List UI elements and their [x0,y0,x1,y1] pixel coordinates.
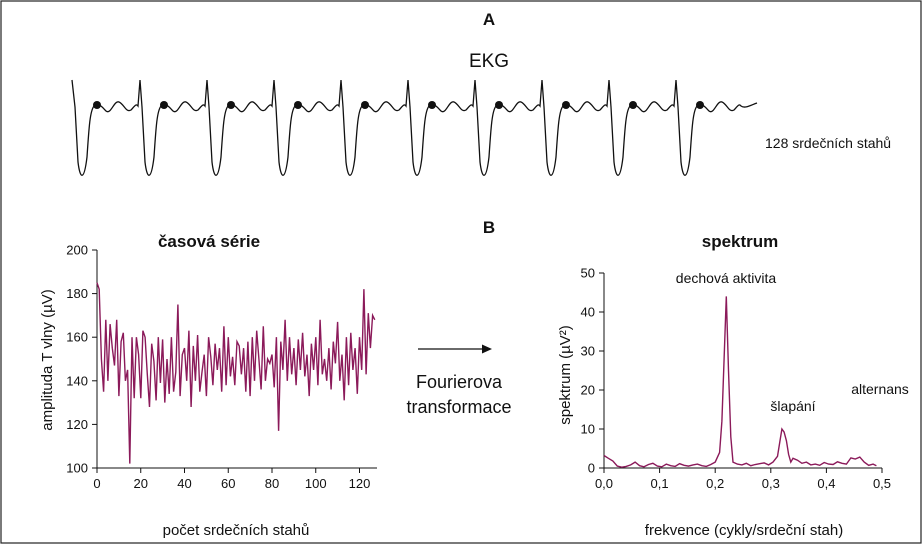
fourier-label-line2: transformace [406,397,511,417]
spec-y-tick-label: 50 [581,266,595,281]
spec-x-tick-label: 0,4 [817,476,835,491]
time-series-title: časová série [158,232,260,251]
ts-y-tick-label: 160 [66,330,88,345]
spectrum-line [603,296,877,468]
ts-x-tick-label: 40 [177,476,191,491]
spectrum-xlabel: frekvence (cykly/srdeční stah) [645,522,843,539]
ts-x-tick-label: 100 [305,476,327,491]
fourier-label-line1: Fourierova [416,372,503,392]
ts-x-tick-label: 60 [221,476,235,491]
ts-y-tick-label: 140 [66,373,88,388]
ekg-t-wave-marker [93,101,101,109]
ts-y-tick-label: 200 [66,243,88,258]
ts-x-tick-label: 80 [265,476,279,491]
spec-x-tick-label: 0,2 [706,476,724,491]
time-series-xlabel: počet srdečních stahů [163,522,310,539]
ekg-waveform [71,79,758,176]
ts-x-tick-label: 120 [349,476,371,491]
ekg-title: EKG [469,51,509,72]
beats-count-label: 128 srdečních stahů [765,135,891,151]
spectrum-chart: spektrum frekvence (cykly/srdeční stah) … [557,232,909,539]
spectrum-ylabel: spektrum (µV²) [557,325,574,425]
time-series-chart: časová série počet srdečních stahů ampli… [39,232,377,539]
ekg-t-wave-marker [495,101,503,109]
spec-y-tick-label: 10 [581,422,595,437]
spec-y-tick-label: 20 [581,383,595,398]
ekg-t-wave-marker [227,101,235,109]
ekg-t-wave-marker [696,101,704,109]
spec-y-tick-label: 30 [581,344,595,359]
fourier-arrowhead [482,344,492,354]
ekg-t-wave-marker [160,101,168,109]
spec-x-tick-label: 0,0 [595,476,613,491]
ekg-t-wave-marker [629,101,637,109]
ts-y-tick-label: 100 [66,461,88,476]
spec-y-tick-label: 40 [581,305,595,320]
annotation-alternans: alternans [851,381,909,397]
annotation-respiration: dechová aktivita [676,270,777,286]
spec-x-tick-label: 0,5 [873,476,891,491]
ts-x-tick-label: 0 [93,476,100,491]
ekg-t-wave-marker [294,101,302,109]
spec-x-tick-label: 0,1 [651,476,669,491]
ekg-t-wave-marker [361,101,369,109]
ekg-trace [71,79,758,176]
spec-y-tick-label: 0 [588,461,595,476]
ekg-t-wave-marker [428,101,436,109]
ekg-t-wave-marker [562,101,570,109]
time-series-line [96,282,376,464]
spectrum-title: spektrum [702,232,779,251]
ts-x-tick-label: 20 [134,476,148,491]
spec-x-tick-label: 0,3 [762,476,780,491]
time-series-ylabel: amplituda T vlny (µV) [39,289,56,430]
panel-b-label: B [483,218,495,237]
annotation-pedaling: šlapání [770,398,815,414]
ts-y-tick-label: 180 [66,286,88,301]
panel-a-label: A [483,10,495,29]
ts-y-tick-label: 120 [66,417,88,432]
